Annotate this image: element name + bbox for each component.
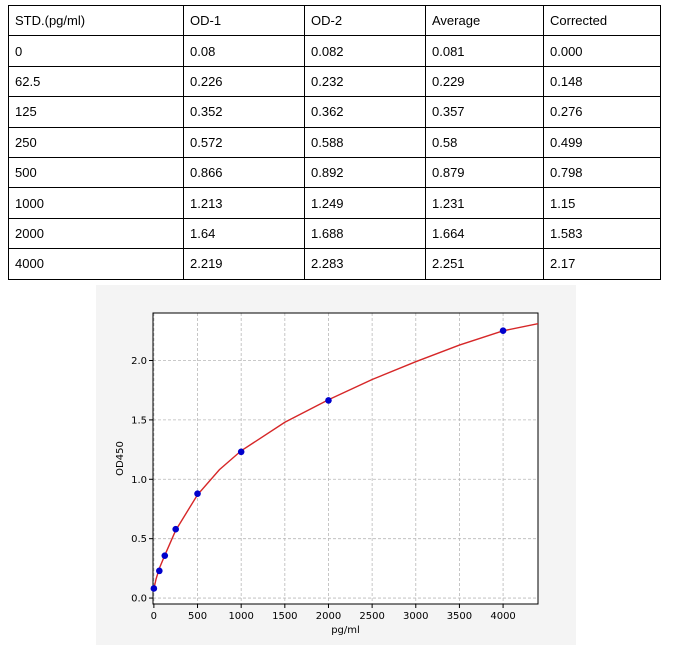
column-header: Corrected — [543, 4, 661, 37]
table-cell: 0.226 — [183, 65, 305, 98]
table-cell: 0.357 — [425, 96, 544, 128]
data-point — [499, 327, 507, 334]
table-cell: 2.283 — [304, 248, 426, 280]
table-cell: 0.499 — [543, 126, 661, 158]
column-header: OD-2 — [304, 4, 426, 37]
table-cell: 0.879 — [425, 156, 544, 189]
y-tick-label: 0.5 — [131, 534, 147, 545]
table-cell: 0.000 — [543, 35, 661, 67]
table-cell: 1.688 — [304, 217, 426, 250]
x-tick-label: 0 — [151, 611, 157, 622]
y-tick-label: 0.0 — [131, 594, 147, 605]
standard-curve-table: STD.(pg/ml) OD-1 OD-2 Average Corrected 0 0.08… — [8, 4, 661, 280]
y-tick-label: 1.0 — [131, 475, 147, 486]
table-cell: 1.664 — [425, 217, 544, 250]
y-tick-label: 2.0 — [131, 356, 147, 367]
x-tick-label: 2500 — [359, 611, 384, 622]
table-cell: 0.362 — [304, 96, 426, 128]
y-axis-label: OD450 — [115, 441, 126, 476]
data-point — [156, 567, 163, 575]
x-axis-label: pg/ml — [331, 625, 360, 636]
table-cell: 0.892 — [304, 156, 426, 189]
table-cell: 62.5 — [8, 65, 184, 98]
plot-area — [153, 313, 538, 604]
data-point — [150, 585, 158, 592]
standard-curve-chart: 0 500 1000 1500 2000 2500 3000 3500 4000 0.0 0.5 1.… — [96, 285, 576, 645]
data-point — [161, 552, 169, 559]
table-row: 500 0.866 0.892 0.879 0.798 — [8, 156, 661, 189]
table-header-row: STD.(pg/ml) OD-1 OD-2 Average Corrected — [8, 4, 661, 37]
table-cell: 2000 — [8, 217, 184, 250]
table-cell: 0.276 — [543, 96, 661, 128]
y-tick-label: 1.5 — [131, 415, 147, 426]
table-cell: 1.231 — [425, 187, 544, 219]
table-cell: 1000 — [8, 187, 184, 219]
x-tick-label: 3500 — [447, 611, 472, 622]
x-tick-label: 1000 — [228, 611, 253, 622]
table-cell: 0.232 — [304, 65, 426, 98]
table-cell: 1.249 — [304, 187, 426, 219]
table-cell: 0.58 — [425, 126, 544, 158]
data-point — [172, 525, 179, 533]
table-cell: 0.081 — [425, 35, 544, 67]
table-cell: 500 — [8, 156, 184, 189]
table-row: 2000 1.64 1.688 1.664 1.583 — [8, 217, 661, 250]
table-row: 250 0.572 0.588 0.58 0.499 — [8, 126, 661, 158]
x-tick-label: 2000 — [316, 611, 341, 622]
x-tick-label: 3000 — [403, 611, 428, 622]
table-cell: 250 — [8, 126, 184, 158]
table-cell: 0.08 — [183, 35, 305, 67]
table-row: 125 0.352 0.362 0.357 0.276 — [8, 96, 661, 128]
table-cell: 0.352 — [183, 96, 305, 128]
chart-svg: 0 500 1000 1500 2000 2500 3000 3500 4000 0.0 0.5 1.… — [115, 312, 539, 636]
table-cell: 0.798 — [543, 156, 661, 189]
table-row: 4000 2.219 2.283 2.251 2.17 — [8, 248, 661, 280]
table-cell: 1.213 — [183, 187, 305, 219]
table-cell: 0.588 — [304, 126, 426, 158]
table-cell: 0.229 — [425, 65, 544, 98]
column-header: STD.(pg/ml) — [8, 4, 184, 37]
table-cell: 1.15 — [543, 187, 661, 219]
column-header: Average — [425, 4, 544, 37]
table-cell: 1.583 — [543, 217, 661, 250]
table-cell: 0.572 — [183, 126, 305, 158]
table-cell: 4000 — [8, 248, 184, 280]
table-cell: 1.64 — [183, 217, 305, 250]
table-row: 1000 1.213 1.249 1.231 1.15 — [8, 187, 661, 219]
column-header: OD-1 — [183, 4, 305, 37]
x-tick-label: 500 — [188, 611, 207, 622]
table-cell: 0 — [8, 35, 184, 67]
data-point — [194, 490, 201, 497]
table-cell: 0.866 — [183, 156, 305, 189]
table-row: 62.5 0.226 0.232 0.229 0.148 — [8, 65, 661, 98]
table-cell: 0.082 — [304, 35, 426, 67]
table-cell: 2.219 — [183, 248, 305, 280]
table-cell: 2.251 — [425, 248, 544, 280]
table-cell: 2.17 — [543, 248, 661, 280]
plot-frame — [152, 312, 539, 605]
table-row: 0 0.08 0.082 0.081 0.000 — [8, 35, 661, 67]
data-point — [325, 397, 332, 404]
table-cell: 0.148 — [543, 65, 661, 98]
data-point — [237, 448, 245, 456]
table-cell: 125 — [8, 96, 184, 128]
x-tick-label: 1500 — [272, 611, 297, 622]
x-tick-label: 4000 — [490, 611, 515, 622]
